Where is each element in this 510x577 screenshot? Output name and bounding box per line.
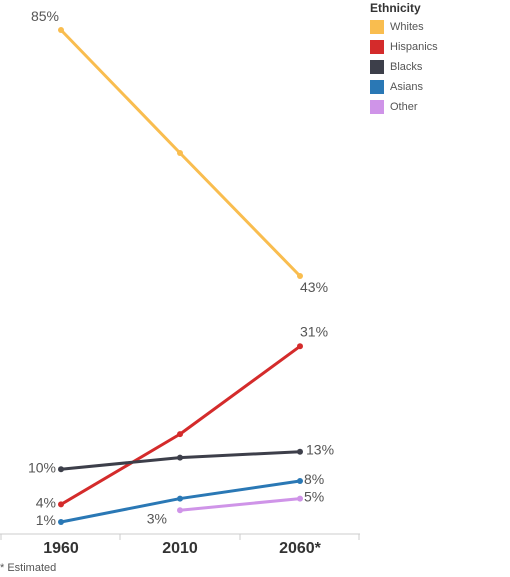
data-label-other-1: 3% <box>147 510 167 526</box>
point-blacks-2010 <box>177 454 183 461</box>
legend-swatch-other <box>370 100 384 114</box>
point-whites-2060 <box>297 273 303 279</box>
point-hispanics-2010 <box>177 431 183 438</box>
point-asians-2010 <box>177 495 183 502</box>
data-label-hispanics-0: 4% <box>36 494 56 510</box>
legend-swatch-blacks <box>370 60 384 74</box>
legend-label-other: Other <box>390 101 418 113</box>
legend-item-hispanics: Hispanics <box>370 37 438 57</box>
legend-swatch-whites <box>370 20 384 34</box>
legend: Ethnicity Whites Hispanics Blacks Asians Oth… <box>370 1 438 117</box>
data-label-whites-2: 43% <box>300 279 328 295</box>
x-tick-label-2: 2060* <box>279 540 322 557</box>
legend-swatch-asians <box>370 80 384 94</box>
data-label-blacks-0: 10% <box>28 459 56 475</box>
data-label-hispanics-2: 31% <box>300 323 328 339</box>
footnote: * Estimated <box>0 562 57 574</box>
legend-label-blacks: Blacks <box>390 61 423 73</box>
point-asians-2060 <box>297 478 303 484</box>
x-tick-label-1: 2010 <box>162 540 198 557</box>
legend-swatch-hispanics <box>370 40 384 54</box>
data-label-asians-2: 8% <box>304 471 324 487</box>
legend-label-whites: Whites <box>390 21 424 33</box>
legend-title: Ethnicity <box>370 1 421 15</box>
data-label-blacks-2: 13% <box>306 442 334 458</box>
legend-label-asians: Asians <box>390 81 424 93</box>
legend-item-other: Other <box>370 97 438 117</box>
legend-item-asians: Asians <box>370 77 438 97</box>
legend-item-blacks: Blacks <box>370 57 438 77</box>
legend-item-whites: Whites <box>370 17 438 37</box>
series-line-hispanics <box>59 344 302 506</box>
series-line-other <box>178 497 302 512</box>
legend-items: Whites Hispanics Blacks Asians Other <box>370 17 438 117</box>
point-hispanics-2060 <box>297 343 303 350</box>
point-whites-1960 <box>58 27 64 33</box>
x-tick-label-0: 1960 <box>43 540 79 557</box>
point-whites-2010 <box>177 150 183 156</box>
point-blacks-2060 <box>297 448 303 455</box>
point-other-2010 <box>177 507 183 514</box>
point-asians-1960 <box>58 519 64 525</box>
point-hispanics-1960 <box>58 501 64 508</box>
data-label-asians-0: 1% <box>36 512 56 528</box>
legend-label-hispanics: Hispanics <box>390 41 438 53</box>
point-other-2060 <box>297 495 303 502</box>
data-label-other-2: 5% <box>304 489 324 505</box>
data-label-whites-0: 85% <box>31 8 59 24</box>
point-blacks-1960 <box>58 466 64 473</box>
